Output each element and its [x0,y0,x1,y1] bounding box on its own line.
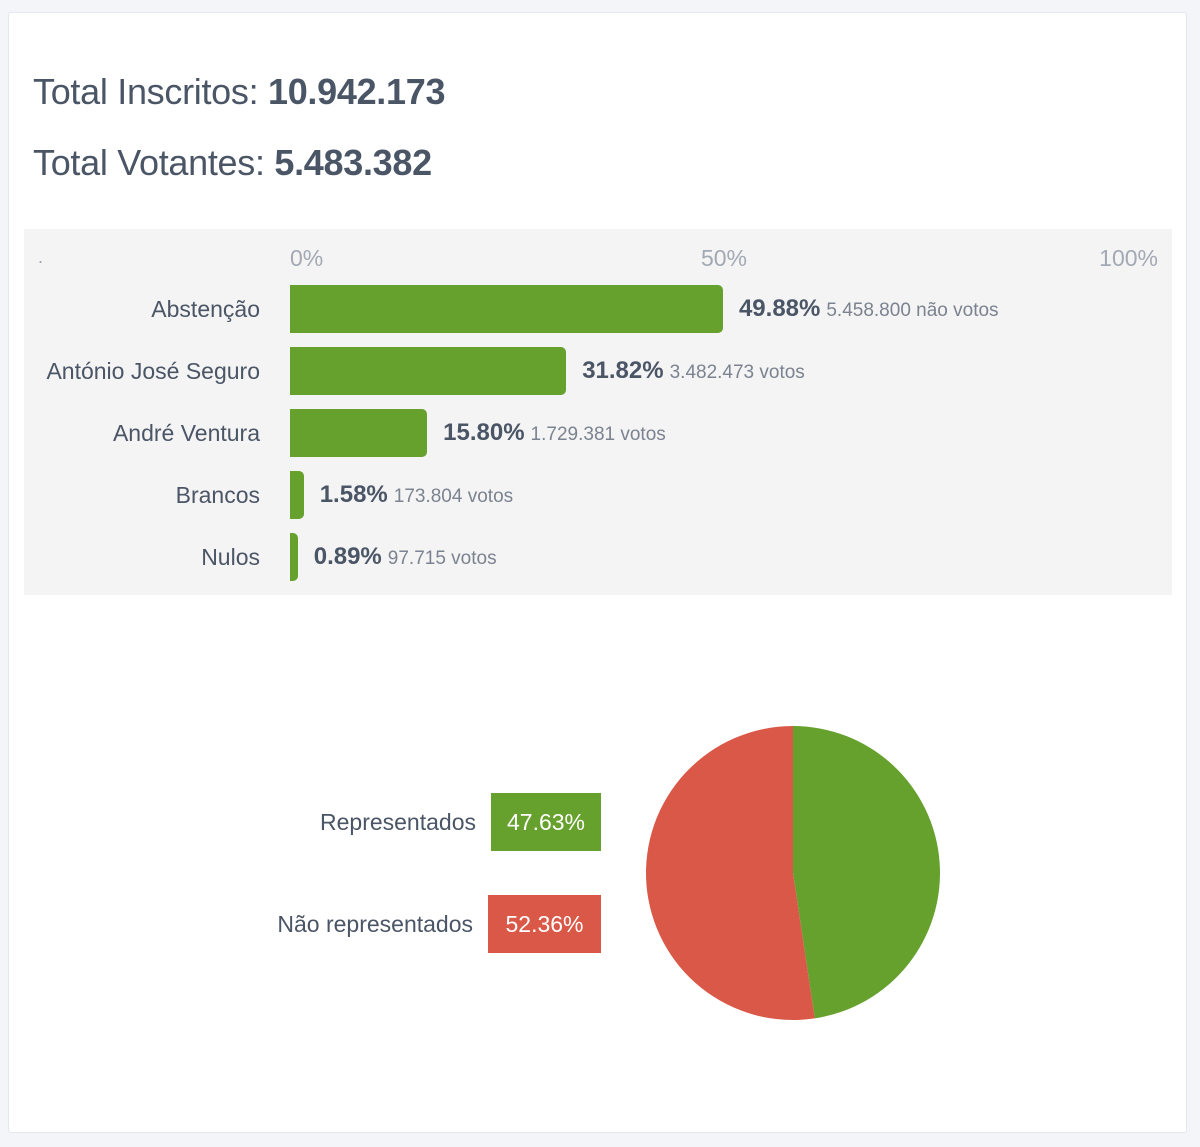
bar-chart: . 0% 50% 100% Abstenção 49.88% 5.458.800 não … [24,229,1172,595]
category-label: Abstenção [151,296,260,322]
bar-value: 15.80% 1.729.381 votos [443,409,666,457]
bar-row: Abstenção 49.88% 5.458.800 não votos [24,285,1172,333]
bar-value: 1.58% 173.804 votos [320,471,513,519]
bar [290,533,298,581]
legend-value-box: 47.63% [491,793,601,851]
total-votantes-label: Total Votantes: [33,142,265,183]
pie-slice [646,726,815,1020]
bar-value: 0.89% 97.715 votos [314,533,497,581]
total-inscritos-value: 10.942.173 [267,71,446,112]
count-label: 3.482.473 votos [669,362,805,383]
bar [290,347,567,395]
category-label: Nulos [201,544,260,570]
percent-label: 31.82% [582,357,664,384]
count-label: 1.729.381 votos [530,424,666,445]
total-votantes-value: 5.483.382 [274,142,432,183]
total-inscritos-label: Total Inscritos: [33,71,259,112]
count-label: 173.804 votos [393,486,514,507]
percent-label: 49.88% [738,295,821,322]
percent-label: 0.89% [313,543,382,570]
legend-label: Não representados [277,911,473,937]
bar [290,285,723,333]
bar [290,471,304,519]
category-label: António José Seguro [46,358,260,384]
legend-label: Representados [320,809,476,835]
percent-label: 1.58% [319,481,388,508]
pie-chart [646,726,941,1020]
bar-value: 31.82% 3.482.473 votos [582,347,805,395]
axis-corner-label: . [38,247,44,267]
x-tick-label: 100% [1099,245,1158,271]
bar-value: 49.88% 5.458.800 não votos [739,285,999,333]
x-tick-label: 50% [700,245,748,271]
pie-slice [793,726,941,1019]
x-tick-label: 0% [290,245,324,271]
total-votantes: Total Votantes: 5.483.382 [33,142,432,184]
percent-label: 15.80% [443,419,525,446]
total-inscritos: Total Inscritos: 10.942.173 [33,71,445,113]
category-label: André Ventura [112,420,260,446]
count-label: 97.715 votos [387,548,497,569]
bar [290,409,428,457]
bar-row: António José Seguro 31.82% 3.482.473 votos [24,347,1172,395]
legend-value-box: 52.36% [488,895,601,953]
bar-row: Brancos 1.58% 173.804 votos [24,471,1172,519]
count-label: 5.458.800 não votos [826,300,999,321]
bar-row: André Ventura 15.80% 1.729.381 votos [24,409,1172,457]
category-label: Brancos [175,482,260,508]
bar-row: Nulos 0.89% 97.715 votos [24,533,1172,581]
